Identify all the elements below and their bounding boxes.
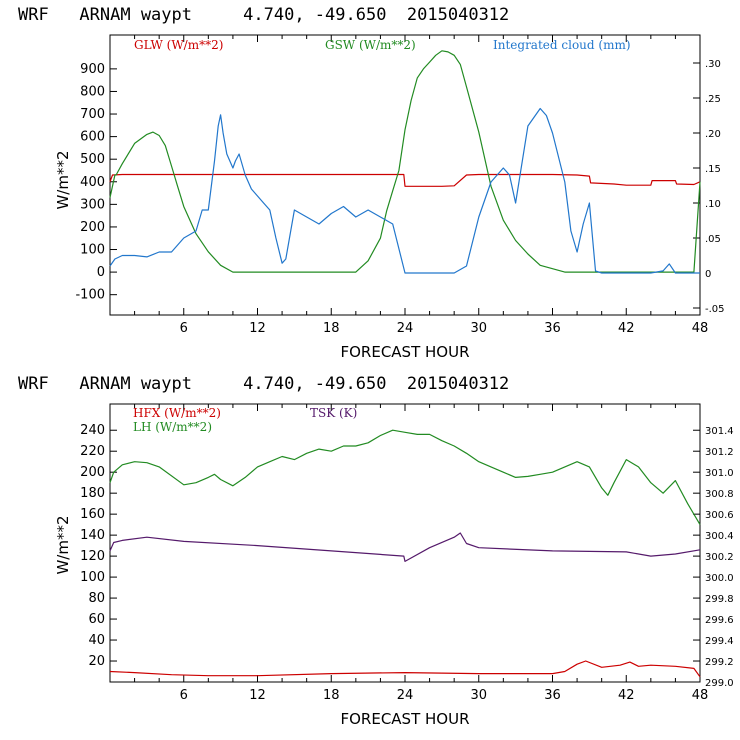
chart-1-x-axis-label: FORECAST HOUR [340,343,469,361]
y-tick-label: 40 [88,633,105,648]
y-tick-label: 300 [80,197,105,212]
x-tick-label: 18 [323,688,340,703]
chart-2-legend-tsk: TSK (K) [310,406,357,420]
y-tick-label: 220 [80,444,105,459]
chart-1-legend-gsw: GSW (W/m**2) [325,38,416,52]
y2-tick-label: 299.0 [705,678,734,689]
x-tick-label: 24 [397,688,414,703]
y2-tick-label: 299.2 [705,657,734,668]
chart-2-y2-ticks: 299.0 299.2 299.4 299.6 299.8 300.0 300.2 300.4… [693,426,734,689]
chart-1-legend-cloud: Integrated cloud (mm) [493,38,631,52]
y2-tick-label: 301.2 [705,447,734,458]
x-tick-label: 36 [544,688,561,703]
chart-1-y-axis-label: W/m**2 [54,150,72,209]
y2-tick-label: -.05 [705,304,725,315]
x-tick-label: 36 [544,321,561,336]
chart-1: WRF ARNAM waypt 4.740, -49.650 201504031… [18,5,725,361]
chart-2-legend-lh: LH (W/m**2) [133,420,212,434]
y-tick-label: 20 [88,654,105,669]
y2-tick-label: 300.2 [705,552,734,563]
x-tick-label: 30 [470,321,487,336]
chart-2: WRF ARNAM waypt 4.740, -49.650 201504031… [18,374,734,728]
chart-1-y2-ticks: -.05 0 .05 .10 .15 .20 .25 .30 [693,59,725,315]
y-tick-label: 120 [80,549,105,564]
y2-tick-label: .25 [705,94,721,105]
y-tick-label: 100 [80,243,105,258]
x-tick-label: 48 [692,321,709,336]
chart-2-x-axis-label: FORECAST HOUR [340,710,469,728]
y2-tick-label: 300.6 [705,510,734,521]
y-tick-label: 180 [80,486,105,501]
y-tick-label: 400 [80,175,105,190]
chart-1-x-ticks: 6 12 18 24 30 36 42 48 [134,35,709,336]
chart-2-title: WRF ARNAM waypt 4.740, -49.650 201504031… [18,374,509,394]
chart-2-series [109,429,701,678]
y-tick-label: 800 [80,84,105,99]
y-tick-label: 240 [80,423,105,438]
y2-tick-label: 299.8 [705,594,734,605]
series-line-glw [109,173,701,187]
y-tick-label: 140 [80,528,105,543]
chart-2-y-axis-label: W/m**2 [54,515,72,574]
y2-tick-label: 0 [705,269,711,280]
y2-tick-label: 300.0 [705,573,734,584]
y-tick-label: 0 [97,265,105,280]
series-line-integrated [109,107,700,274]
y-tick-label: 200 [80,220,105,235]
x-tick-label: 12 [249,321,266,336]
x-tick-label: 42 [618,688,635,703]
x-tick-label: 48 [692,688,709,703]
y2-tick-label: .20 [705,129,721,140]
y-tick-label: 200 [80,465,105,480]
y2-tick-label: .10 [705,199,721,210]
y-tick-label: 100 [80,570,105,585]
y2-tick-label: 299.4 [705,636,734,647]
y-tick-label: -100 [75,288,105,303]
x-tick-label: 12 [249,688,266,703]
chart-2-legend-hfx: HFX (W/m**2) [133,406,221,420]
y2-tick-label: 300.4 [705,531,734,542]
series-line-tsk [109,532,701,563]
x-tick-label: 18 [323,321,340,336]
x-tick-label: 6 [180,321,188,336]
y-tick-label: 160 [80,507,105,522]
x-tick-label: 6 [180,688,188,703]
y-tick-label: 60 [88,612,105,627]
y-tick-label: 900 [80,62,105,77]
y-tick-label: 600 [80,130,105,145]
y2-tick-label: .05 [705,234,721,245]
y2-tick-label: .15 [705,164,721,175]
series-line-hfx [109,660,701,678]
series-line-lh [109,429,701,525]
y2-tick-label: 299.6 [705,615,734,626]
chart-1-y-ticks: -100 0 100 200 300 400 500 600 700 800 900 [75,62,117,303]
chart-1-series [109,50,701,274]
y2-tick-label: 301.4 [705,426,734,437]
chart-2-x-ticks: 6 12 18 24 30 36 42 48 [134,404,709,703]
series-line-gsw [109,50,701,273]
y2-tick-label: .30 [705,59,721,70]
x-tick-label: 42 [618,321,635,336]
chart-2-y-ticks: 20 40 60 80 100 120 140 160 180 200 220 240 [80,423,117,669]
y2-tick-label: 301.0 [705,468,734,479]
y2-tick-label: 300.8 [705,489,734,500]
x-tick-label: 30 [470,688,487,703]
y-tick-label: 700 [80,107,105,122]
chart-1-legend-glw: GLW (W/m**2) [134,38,223,52]
y-tick-label: 500 [80,152,105,167]
x-tick-label: 24 [397,321,414,336]
chart-1-title: WRF ARNAM waypt 4.740, -49.650 201504031… [18,5,509,25]
y-tick-label: 80 [88,591,105,606]
chart-2-plot-frame [109,403,701,683]
